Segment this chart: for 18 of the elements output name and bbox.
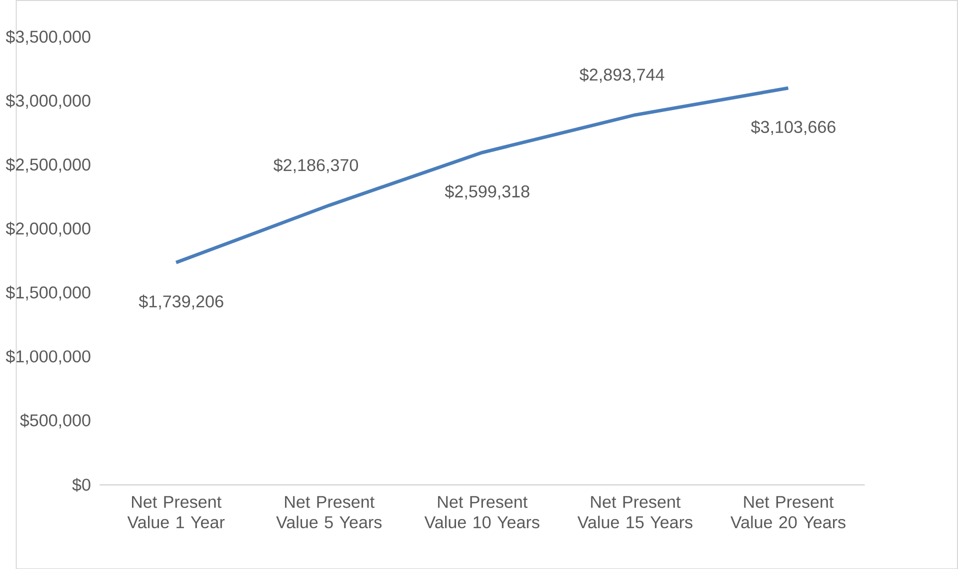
- x-tick-label: Net Present Value 15 Years: [577, 496, 692, 528]
- x-tick-label: Net Present Value 5 Years: [276, 496, 382, 528]
- y-tick-label: $2,500,000: [6, 158, 90, 172]
- y-tick-label: $1,000,000: [6, 349, 90, 364]
- y-tick-label: $0: [72, 478, 90, 492]
- y-tick-label: $3,500,000: [6, 30, 90, 45]
- data-label: $2,186,370: [274, 158, 358, 173]
- data-label: $1,739,206: [138, 294, 224, 310]
- y-tick-label: $500,000: [20, 413, 90, 428]
- y-tick-label: $1,500,000: [6, 285, 90, 300]
- data-label: $2,893,744: [580, 68, 664, 82]
- data-label: $3,103,666: [751, 120, 836, 135]
- x-tick-label: Net Present Value 10 Years: [424, 496, 540, 528]
- x-tick-label: Net Present Value 20 Years: [730, 496, 846, 528]
- x-tick-label: Net Present Value 1 Year: [127, 496, 225, 528]
- y-tick-label: $3,000,000: [6, 94, 90, 108]
- y-tick-label: $2,000,000: [6, 222, 90, 236]
- data-label: $2,599,318: [444, 184, 530, 200]
